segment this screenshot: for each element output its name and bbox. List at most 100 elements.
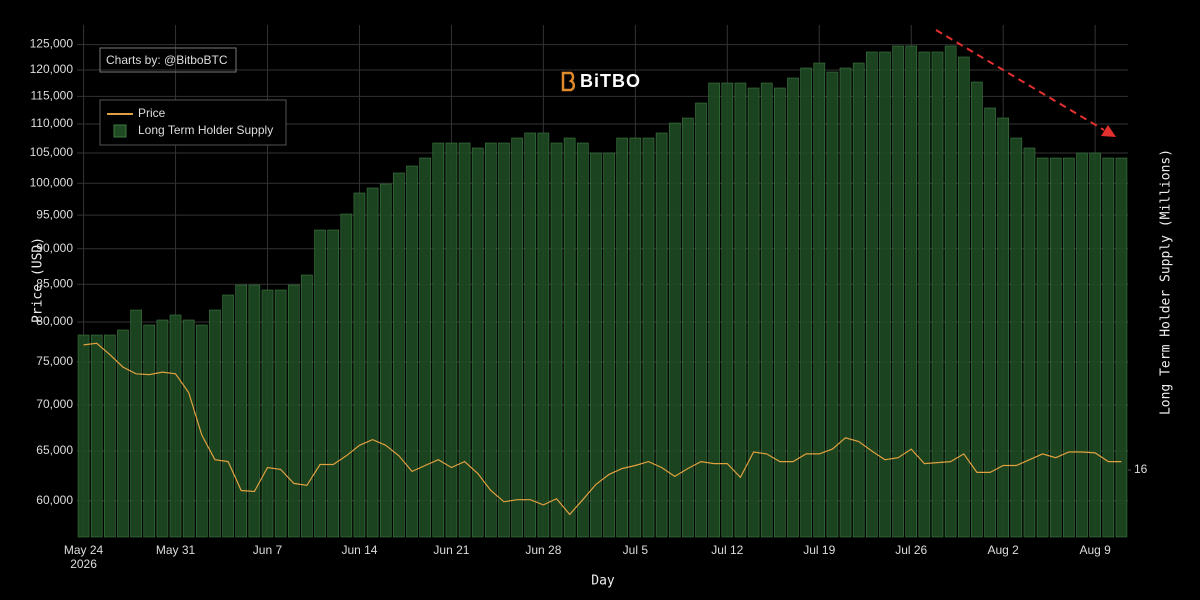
bar: [77, 334, 90, 538]
bar: [655, 132, 668, 538]
bar: [1049, 157, 1062, 538]
y-tick-label: 110,000: [31, 116, 74, 130]
bar: [997, 117, 1010, 538]
bar: [747, 87, 760, 538]
bar: [498, 142, 510, 538]
bar: [327, 229, 339, 538]
bar: [957, 56, 970, 538]
bar: [393, 172, 405, 538]
bar: [524, 132, 537, 538]
legend-swatch: [113, 124, 127, 138]
bar: [813, 62, 826, 538]
bar: [682, 117, 694, 538]
bar: [550, 142, 563, 538]
bar: [1089, 152, 1101, 538]
y-tick-label: 120,000: [30, 62, 74, 76]
bar: [1063, 157, 1075, 538]
y-tick-label: 65,000: [36, 443, 73, 457]
y-tick-label: 125,000: [30, 37, 74, 51]
x-tick-label: Jun 21: [433, 543, 470, 557]
x-tick-label: Jul 19: [803, 543, 836, 557]
bar: [209, 309, 221, 538]
watermark: BiTBO: [580, 71, 641, 91]
y-tick-label: 85,000: [36, 276, 73, 290]
y-tick-label: 105,000: [30, 145, 74, 159]
x-tick-label: Aug 9: [1079, 543, 1111, 557]
bar: [537, 132, 550, 538]
y-tick-label: 115,000: [31, 89, 74, 103]
y-tick-label: 95,000: [36, 207, 73, 221]
bar: [1076, 152, 1088, 538]
bar: [734, 82, 747, 538]
bar: [353, 192, 366, 538]
bar: [471, 147, 484, 538]
bar: [1115, 157, 1128, 538]
bar: [603, 152, 615, 538]
bar: [971, 81, 983, 538]
bar: [1036, 157, 1049, 538]
y-tick-label: 75,000: [36, 354, 73, 368]
bar: [235, 284, 248, 538]
x-tick-label: Jun 14: [341, 543, 378, 557]
bar: [222, 294, 234, 538]
legend-label: Price: [138, 106, 166, 120]
bar: [695, 102, 707, 538]
bar: [130, 309, 142, 538]
x-tick-label: Jul 5: [622, 543, 649, 557]
y2-axis-title: Long Term Holder Supply (Millions): [1159, 149, 1174, 415]
bar: [432, 142, 445, 538]
bar: [879, 51, 891, 538]
trend-arrow: [935, 29, 1105, 131]
bar: [445, 142, 458, 538]
y-tick-label: 90,000: [36, 241, 73, 255]
bar: [104, 334, 116, 538]
bar: [563, 137, 576, 538]
x-axis-title: Day: [591, 574, 615, 589]
bar: [774, 87, 786, 538]
x-tick-label: Jul 12: [711, 543, 744, 557]
y-axis-title: Price (USD): [31, 237, 46, 323]
annotation: Charts by: @BitboBTC: [106, 53, 228, 67]
bar: [642, 137, 655, 538]
bar: [616, 137, 629, 538]
bar: [918, 51, 931, 538]
bar: [301, 274, 313, 538]
x-tick-label: May 31: [155, 543, 196, 557]
y-tick-label: 60,000: [36, 493, 73, 507]
bar: [826, 71, 839, 538]
bar: [1010, 137, 1023, 538]
bar: [668, 122, 681, 538]
bar: [721, 82, 734, 538]
y2-tick-label: 16: [1134, 462, 1148, 476]
x-tick-label: Jul 26: [895, 543, 928, 557]
bar: [287, 284, 300, 538]
y-tick-label: 70,000: [36, 397, 73, 411]
bar: [944, 45, 957, 538]
bar: [852, 62, 865, 538]
bar: [1023, 147, 1036, 538]
bar: [800, 67, 812, 538]
bar: [458, 142, 471, 538]
bar: [931, 51, 944, 538]
bar: [590, 152, 602, 538]
bar: [406, 165, 418, 538]
bar: [182, 319, 195, 538]
bar: [274, 289, 287, 538]
bar: [90, 334, 103, 538]
bar: [892, 45, 904, 538]
logo-icon: [561, 71, 576, 92]
bar: [905, 45, 918, 538]
bar: [629, 137, 642, 538]
bar: [787, 77, 799, 538]
bar: [169, 314, 182, 538]
x-tick-label: May 24 2026: [63, 543, 104, 571]
bar: [419, 157, 431, 538]
bar: [248, 284, 261, 538]
x-tick-label: Jun 7: [252, 543, 283, 557]
trend-arrowhead: [1101, 125, 1116, 137]
bar: [156, 319, 169, 538]
y-tick-label: 100,000: [30, 175, 74, 189]
bar: [511, 137, 523, 538]
bar: [340, 213, 353, 538]
